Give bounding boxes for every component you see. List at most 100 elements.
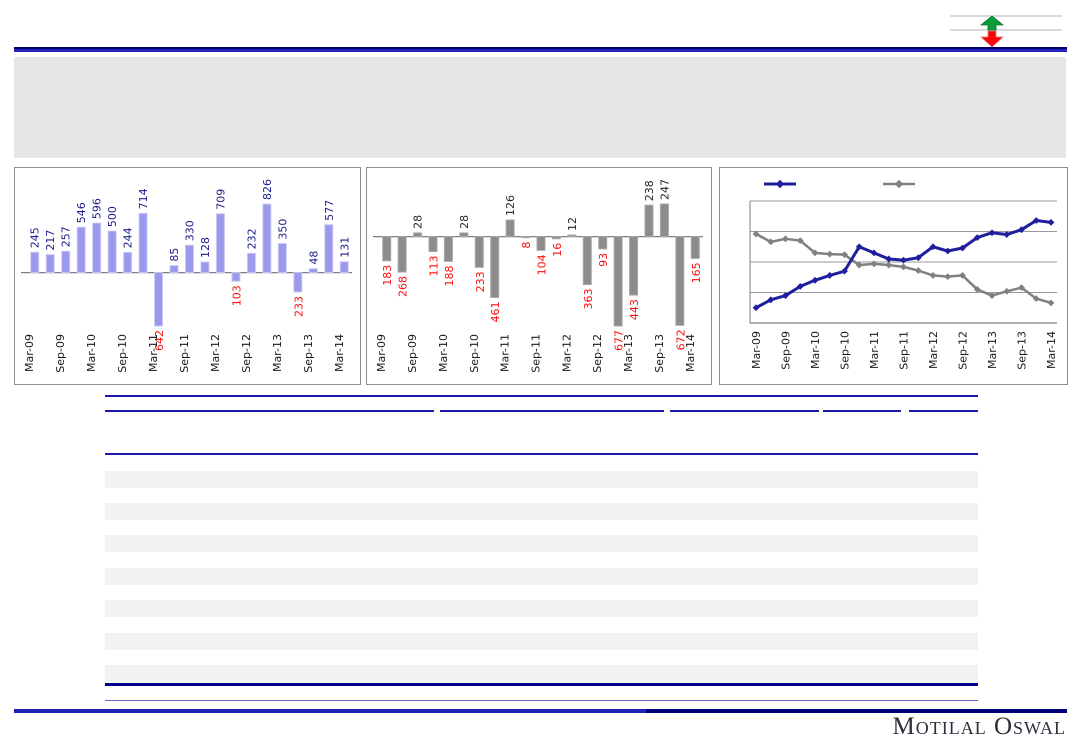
data-point-marker [959, 244, 966, 252]
bar-value-label: 238 [643, 180, 656, 201]
bar [61, 250, 71, 274]
bar-value-label: 8 [520, 242, 533, 249]
bar-value-label: 642 [153, 330, 166, 351]
bar [659, 203, 669, 238]
data-point-marker [1047, 299, 1055, 307]
bar [324, 224, 334, 274]
x-tick-label: Mar-14 [684, 334, 697, 372]
bar [107, 230, 117, 274]
bar-value-label: 461 [489, 301, 502, 322]
bar-value-label: 217 [44, 230, 57, 251]
data-point-marker [870, 260, 878, 268]
data-point-marker [929, 243, 937, 251]
bar [277, 243, 287, 274]
bar-value-label: 165 [690, 262, 703, 283]
header-rule [14, 47, 1067, 52]
data-point-marker [841, 251, 848, 259]
x-tick-label: Sep-10 [839, 331, 852, 370]
bar-value-label: 12 [566, 217, 579, 231]
data-point-marker [782, 235, 789, 243]
bar-value-label: 233 [292, 296, 305, 317]
bar-value-label: 131 [338, 237, 351, 258]
bar-value-label: 350 [276, 219, 289, 240]
data-point-marker [959, 272, 966, 279]
data-point-marker [1018, 284, 1025, 292]
x-tick-label: Mar-14 [333, 334, 346, 372]
header-band [14, 57, 1066, 158]
x-tick-label: Mar-13 [622, 334, 635, 372]
bar [598, 236, 608, 250]
data-point-marker [826, 272, 834, 279]
data-point-marker [973, 286, 981, 293]
data-point-marker [782, 292, 789, 299]
bar [474, 236, 484, 268]
data-point-marker [988, 229, 996, 237]
bar [521, 236, 531, 239]
bar-value-label: 546 [75, 202, 88, 223]
bar [200, 261, 210, 274]
table-header-rule-segment [909, 410, 978, 412]
x-tick-label: Sep-13 [302, 334, 315, 373]
table-header-underline [105, 453, 978, 455]
bar [490, 236, 500, 298]
bar-value-label: 28 [458, 215, 471, 229]
bar-value-label: 233 [474, 271, 487, 292]
x-tick-label: Sep-12 [957, 331, 970, 370]
bar [397, 236, 407, 273]
bar-value-label: 113 [428, 256, 441, 277]
x-tick-label: Sep-12 [591, 334, 604, 373]
x-tick-label: Mar-12 [927, 331, 940, 369]
x-tick-label: Mar-12 [209, 334, 222, 372]
x-tick-label: Mar-10 [437, 334, 450, 372]
x-tick-label: Sep-09 [780, 331, 793, 370]
data-point-marker [944, 247, 952, 255]
table-row-stripe [105, 568, 978, 585]
table-header-rule-segment [823, 410, 901, 412]
x-tick-label: Sep-10 [116, 334, 129, 373]
data-point-marker [826, 250, 834, 258]
bar-value-label: 103 [230, 285, 243, 306]
data-point-marker [900, 256, 907, 264]
bar-value-label: 714 [137, 188, 150, 209]
legend-diamond-marker [894, 179, 904, 189]
bar [629, 236, 639, 296]
data-point-marker [841, 267, 848, 275]
data-point-marker [914, 267, 922, 274]
bar [675, 236, 685, 326]
x-tick-label: Sep-09 [54, 334, 67, 373]
data-point-marker [855, 243, 863, 251]
bar [505, 219, 515, 238]
data-point-marker [1018, 226, 1025, 234]
line-chart-canvas: Mar-09 Sep-09 Mar-10 Sep-10 Mar-11 Sep-11 Mar-… [749, 179, 1058, 370]
bar-value-label: 577 [323, 200, 336, 221]
x-tick-label: Mar-14 [1045, 331, 1058, 369]
x-tick-label: Sep-13 [653, 334, 666, 373]
bar [92, 222, 102, 274]
data-point-marker [752, 304, 760, 312]
bar-value-label: 188 [443, 265, 456, 286]
line-chart-right: Mar-09 Sep-09 Mar-10 Sep-10 Mar-11 Sep-11 Mar-… [719, 167, 1068, 385]
down-arrow-icon [979, 30, 1005, 48]
data-point-marker [914, 254, 922, 262]
data-point-marker [767, 238, 775, 246]
bar [293, 272, 303, 293]
bar [443, 236, 453, 262]
bar [339, 261, 349, 274]
bar [690, 236, 700, 259]
data-point-marker [900, 263, 907, 271]
data-point-marker [796, 283, 804, 290]
data-point-marker [870, 249, 878, 257]
bar-value-label: 500 [106, 206, 119, 227]
data-point-marker [885, 261, 893, 269]
x-tick-label: Sep-13 [1016, 331, 1029, 370]
x-tick-label: Mar-13 [986, 331, 999, 369]
bar-value-label: 104 [536, 254, 549, 275]
bar-value-label: 183 [381, 265, 394, 286]
bar-value-label: 247 [658, 179, 671, 200]
data-point-marker [767, 296, 775, 304]
table-top-rule [105, 395, 978, 397]
x-tick-label: Mar-11 [147, 334, 160, 372]
bar [413, 232, 423, 238]
data-point-marker [944, 273, 952, 281]
table-row-stripe [105, 665, 978, 682]
